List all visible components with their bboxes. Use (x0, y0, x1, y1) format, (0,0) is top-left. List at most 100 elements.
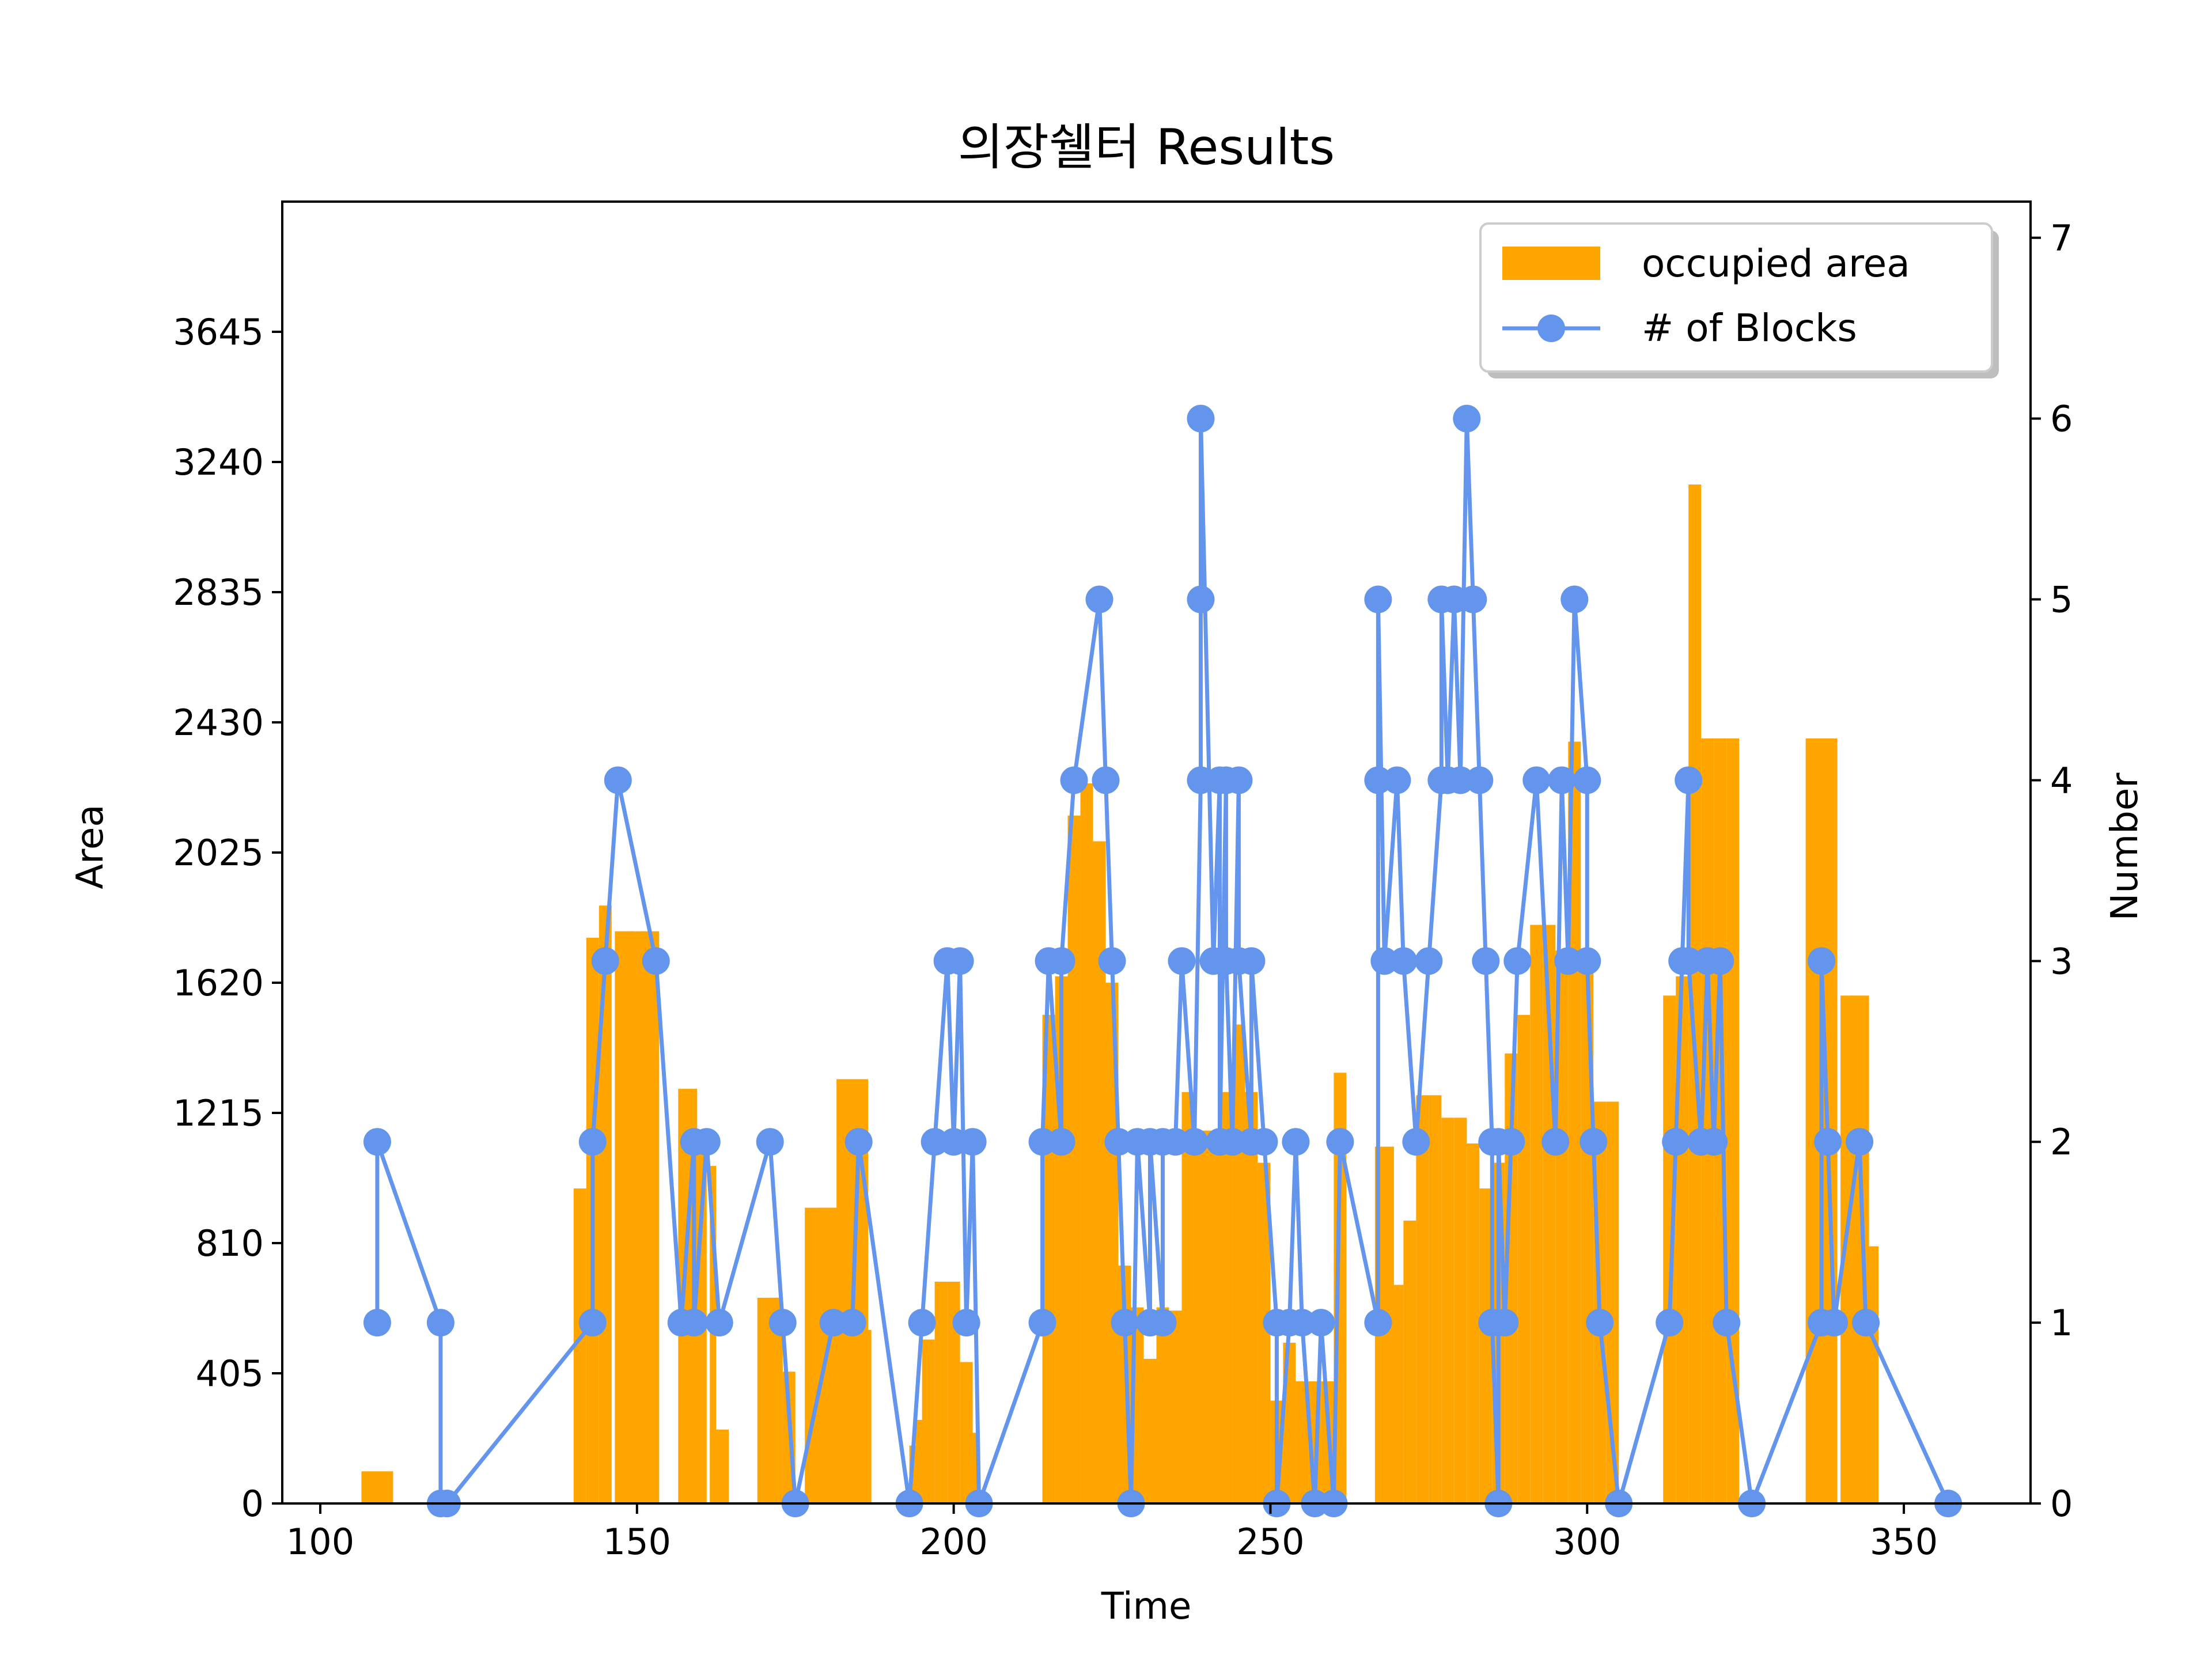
blocks-marker (1700, 1128, 1728, 1156)
blocks-marker (1187, 404, 1215, 433)
blocks-marker (1852, 1309, 1880, 1337)
area-bar (1663, 995, 1676, 1503)
x-tick-label: 100 (286, 1521, 354, 1563)
blocks-marker (1218, 1128, 1247, 1156)
y-tick-label: 2835 (173, 571, 264, 613)
blocks-marker (1364, 585, 1392, 613)
blocks-marker (1402, 1128, 1430, 1156)
y-tick-label: 3240 (173, 441, 264, 483)
y2-tick-label: 4 (2050, 759, 2073, 801)
legend: occupied area # of Blocks (1479, 222, 1999, 378)
blocks-marker (819, 1309, 847, 1337)
blocks-marker (1288, 1309, 1316, 1337)
area-bar (599, 906, 612, 1503)
blocks-marker (908, 1309, 936, 1337)
y2-tick-label: 1 (2050, 1302, 2073, 1344)
blocks-marker (363, 1128, 391, 1156)
blocks-marker (1580, 1128, 1608, 1156)
blocks-marker (1028, 1309, 1056, 1337)
blocks-marker (1846, 1128, 1874, 1156)
x-axis-label: Time (1101, 1585, 1192, 1628)
blocks-marker (591, 947, 619, 975)
blocks-marker (1092, 766, 1120, 794)
y-tick-label: 1620 (173, 962, 264, 1004)
area-bar (573, 1188, 586, 1503)
blocks-marker (1047, 1128, 1075, 1156)
area-bar (1194, 1130, 1207, 1503)
blocks-marker (426, 1309, 454, 1337)
blocks-marker (1237, 947, 1266, 975)
legend-box (1479, 222, 1993, 373)
blocks-marker (1364, 766, 1392, 794)
blocks-marker (1098, 947, 1126, 975)
x-tick-label: 200 (919, 1521, 987, 1563)
area-bar (1517, 1014, 1531, 1503)
blocks-marker (1808, 947, 1836, 975)
y2-tick-label: 5 (2050, 579, 2073, 621)
blocks-marker (1085, 585, 1113, 613)
area-bar (1156, 1307, 1169, 1503)
blocks-marker (1225, 766, 1253, 794)
blocks-marker (578, 1309, 607, 1337)
blocks-marker (1111, 1309, 1139, 1337)
area-bar (1093, 841, 1106, 1503)
blocks-marker (959, 1128, 987, 1156)
y2-tick-label: 6 (2050, 398, 2073, 440)
blocks-marker (1383, 766, 1411, 794)
y2-tick-label: 0 (2050, 1483, 2073, 1525)
area-bar (1296, 1381, 1309, 1503)
x-axis-ticks: 100 150 200 250 300 350 (286, 1503, 1938, 1563)
blocks-marker (1446, 766, 1475, 794)
blocks-marker (1440, 585, 1468, 613)
blocks-marker (940, 1128, 968, 1156)
blocks-marker (1326, 1128, 1354, 1156)
blocks-marker (1503, 947, 1532, 975)
area-bar (858, 1330, 872, 1503)
blocks-marker (1465, 766, 1494, 794)
area-bar (1169, 1310, 1182, 1503)
blocks-marker (756, 1128, 784, 1156)
blocks-marker (1453, 404, 1481, 433)
blocks-marker (1675, 766, 1703, 794)
blocks-marker (946, 947, 974, 975)
blocks-marker (1415, 947, 1443, 975)
blocks-marker (578, 1128, 607, 1156)
area-bar (640, 931, 660, 1503)
blocks-marker (844, 1128, 873, 1156)
y2-tick-label: 2 (2050, 1121, 2073, 1163)
blocks-marker (1560, 585, 1589, 613)
blocks-marker (1548, 766, 1576, 794)
blocks-marker (680, 1309, 708, 1337)
area-bar (1467, 1143, 1480, 1503)
y-axis-label: Area (69, 804, 112, 889)
y-tick-label: 2025 (173, 832, 264, 874)
area-bar (1568, 741, 1581, 1503)
blocks-marker (1814, 1128, 1842, 1156)
y-tick-label: 0 (241, 1483, 264, 1525)
x-tick-label: 300 (1553, 1521, 1621, 1563)
area-bar (966, 1433, 979, 1503)
blocks-marker (1491, 1309, 1519, 1337)
blocks-marker (1047, 947, 1075, 975)
blocks-marker (1459, 585, 1487, 613)
x-tick-label: 350 (1870, 1521, 1938, 1563)
blocks-marker (1497, 1128, 1525, 1156)
blocks-marker (1713, 1309, 1741, 1337)
blocks-marker (1168, 947, 1196, 975)
blocks-marker (1820, 1309, 1849, 1337)
area-bar (1105, 983, 1119, 1503)
area-bar (1840, 995, 1854, 1503)
blocks-marker (1656, 1309, 1684, 1337)
area-bar (1454, 1118, 1467, 1503)
area-bar (1505, 1053, 1518, 1503)
area-bar (1403, 1220, 1416, 1503)
area-bar (1080, 783, 1093, 1503)
blocks-marker (1187, 766, 1215, 794)
blocks-marker (1180, 1128, 1209, 1156)
area-bar (1701, 738, 1714, 1503)
blocks-marker (1364, 1309, 1392, 1337)
chart-title: 의장쉘터 Results (958, 119, 1335, 176)
blocks-marker (1662, 1128, 1690, 1156)
area-bar (1181, 1092, 1195, 1503)
